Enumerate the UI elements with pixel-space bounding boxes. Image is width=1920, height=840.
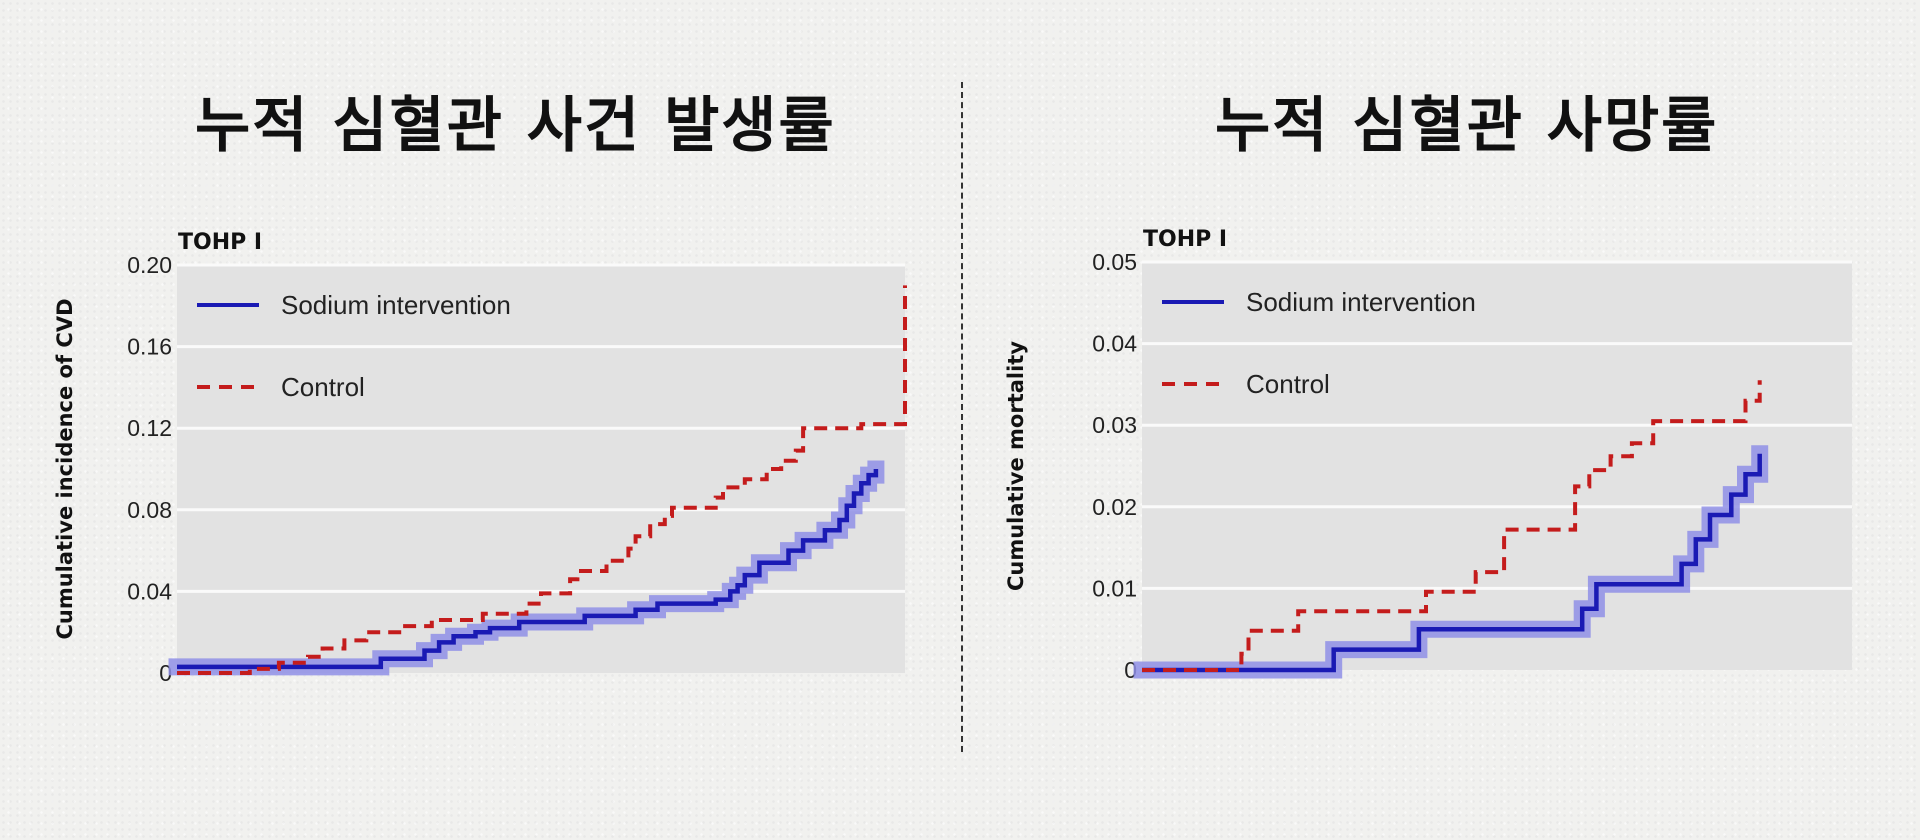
- legend-label-control: Control: [281, 372, 365, 402]
- y-tick-label: 0.16: [127, 334, 172, 360]
- y-tick-label: 0.08: [127, 497, 172, 523]
- chart-title-right: 누적 심혈관 사망률: [1215, 91, 1719, 161]
- control-series-line: [1142, 380, 1762, 672]
- sodium-intervention-series-line: [1142, 453, 1762, 673]
- legend-label-sodium-intervention: Sodium intervention: [281, 290, 511, 320]
- y-axis-title: Cumulative mortality: [1004, 341, 1028, 591]
- control-series-line: [177, 285, 907, 675]
- y-tick-label: 0.20: [127, 252, 172, 278]
- plot-area: [1142, 262, 1852, 670]
- y-tick-label: 0.04: [1092, 331, 1137, 357]
- legend-label-control: Control: [1246, 369, 1330, 399]
- chart-title-left: 누적 심혈관 사건 발생률: [195, 91, 836, 161]
- plot-area: [177, 265, 905, 673]
- y-axis-title: Cumulative incidence of CVD: [53, 298, 77, 639]
- panel-label: TOHP I: [178, 230, 262, 255]
- y-tick-label: 0.01: [1092, 575, 1137, 601]
- legend-label-sodium-intervention: Sodium intervention: [1246, 287, 1476, 317]
- y-tick-label: 0.04: [127, 578, 172, 604]
- panel-label: TOHP I: [1143, 227, 1227, 252]
- y-tick-label: 0.03: [1092, 412, 1137, 438]
- y-tick-label: 0.12: [127, 415, 172, 441]
- sodium-intervention-series-line: [177, 469, 879, 670]
- y-tick-label: 0.02: [1092, 494, 1137, 520]
- panel-divider: [961, 82, 963, 752]
- y-tick-label: 0.05: [1092, 249, 1137, 275]
